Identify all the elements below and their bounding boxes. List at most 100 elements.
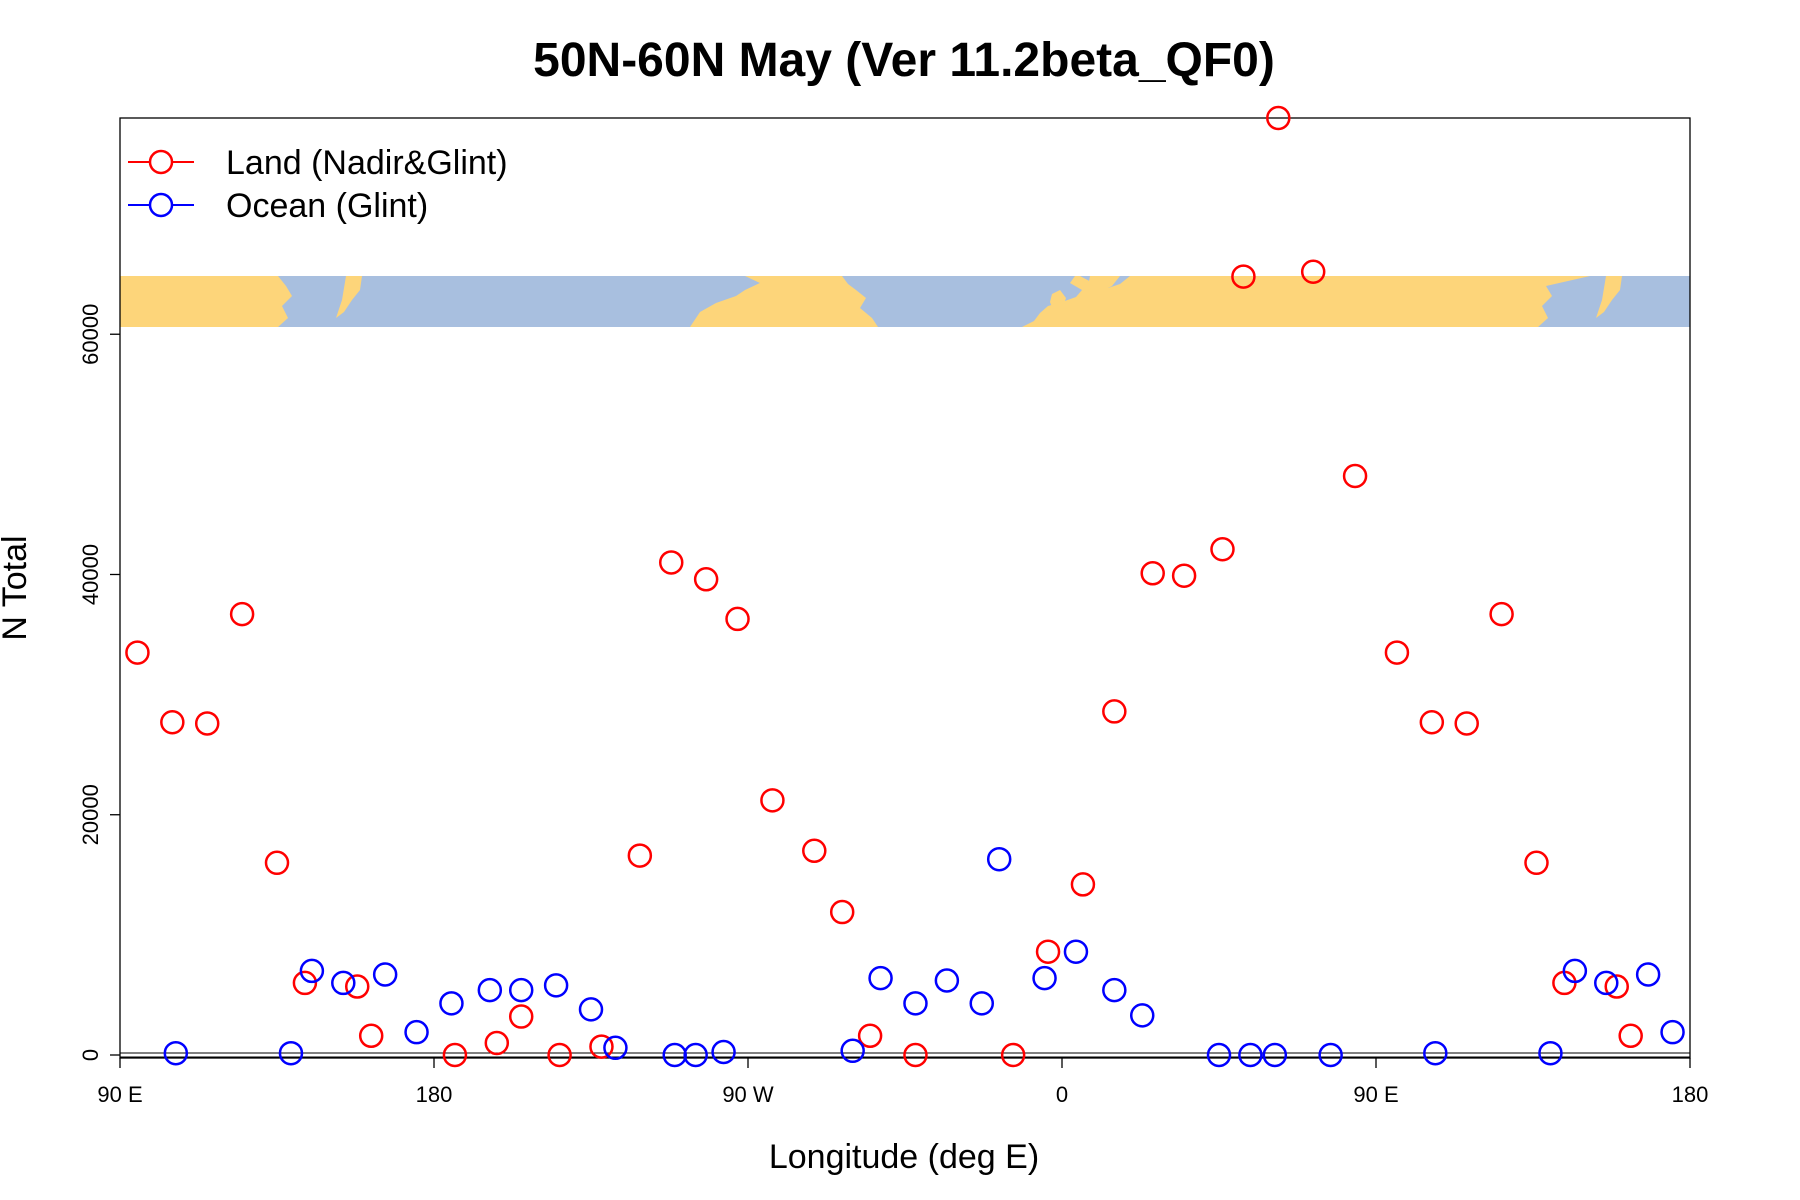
legend-item-land: Land (Nadir&Glint)	[128, 144, 508, 182]
ocean-point	[404, 1019, 429, 1045]
data-points	[125, 105, 1685, 1068]
land-point	[857, 1023, 883, 1049]
ocean-point	[662, 1042, 687, 1068]
ocean-point	[868, 965, 893, 991]
ocean-point	[1423, 1040, 1448, 1066]
land-point	[1604, 974, 1629, 999]
ocean-point	[683, 1042, 708, 1068]
land-point	[442, 1042, 468, 1068]
land-point	[802, 838, 827, 864]
land-point	[484, 1030, 510, 1056]
x-tick-label: 90 E	[97, 1082, 142, 1107]
ocean-point	[477, 977, 503, 1003]
chart-title: 50N-60N May (Ver 11.2beta_QF0)	[533, 34, 1275, 87]
land-point	[760, 788, 785, 813]
land-point	[547, 1042, 572, 1068]
axes	[119, 117, 1691, 1059]
land-point	[1266, 105, 1291, 131]
map-ocean-pacific	[278, 276, 760, 327]
ocean-point	[711, 1039, 736, 1065]
map-land-scandinavia	[1086, 276, 1120, 300]
land-point	[1000, 1042, 1026, 1068]
legend-ocean-label: Ocean (Glint)	[226, 187, 428, 225]
land-point	[125, 640, 150, 665]
ocean-point	[1129, 1003, 1155, 1028]
plot-frame	[119, 117, 1691, 1059]
x-axis-ticks: 90 E 180 90 W 0 90 E 180	[97, 1058, 1708, 1107]
x-tick-label: 0	[1056, 1082, 1068, 1107]
land-point	[1070, 872, 1096, 897]
legend: Land (Nadir&Glint) Ocean (Glint)	[128, 144, 508, 225]
ocean-point	[439, 991, 464, 1016]
ocean-point	[1262, 1042, 1288, 1068]
land-point	[1140, 561, 1165, 586]
ocean-point	[1206, 1042, 1232, 1068]
x-tick-label: 180	[416, 1082, 453, 1107]
x-axis-label: Longitude (deg E)	[769, 1138, 1039, 1176]
ocean-point	[1102, 977, 1127, 1003]
ocean-point	[934, 968, 960, 993]
ocean-point	[372, 962, 398, 987]
map-land-alaska	[690, 283, 760, 327]
legend-land-label: Land (Nadir&Glint)	[226, 144, 508, 182]
ocean-point	[578, 997, 604, 1022]
legend-ocean-marker	[148, 192, 174, 218]
land-point	[693, 567, 719, 592]
y-axis-label: N Total	[0, 535, 34, 640]
y-tick-label: 60000	[78, 304, 103, 365]
land-point	[829, 899, 855, 925]
land-point	[1384, 640, 1410, 665]
ocean-point	[1562, 958, 1588, 984]
ocean-point	[331, 970, 356, 996]
land-point	[1524, 850, 1549, 876]
ocean-point	[1063, 939, 1089, 964]
legend-item-ocean: Ocean (Glint)	[128, 187, 428, 225]
land-point	[292, 970, 318, 996]
land-point	[1171, 563, 1197, 588]
ocean-point	[1635, 962, 1661, 987]
ocean-point	[840, 1038, 865, 1064]
y-tick-label: 40000	[78, 544, 103, 605]
land-point	[508, 1004, 534, 1029]
land-point	[903, 1042, 928, 1068]
land-point	[658, 550, 684, 575]
series-ocean	[163, 846, 1685, 1068]
ocean-point	[299, 958, 325, 984]
world-map-strip	[120, 276, 1690, 327]
x-tick-label: 180	[1672, 1082, 1709, 1107]
ocean-point	[969, 991, 995, 1016]
y-tick-label: 0	[78, 1049, 103, 1061]
land-point	[1454, 711, 1479, 736]
y-tick-label: 20000	[78, 784, 103, 845]
x-tick-label: 90 W	[722, 1082, 774, 1107]
ocean-point	[543, 973, 569, 998]
land-point	[1035, 939, 1061, 964]
map-land-kamchatka-2	[1596, 276, 1622, 318]
legend-land-marker	[148, 149, 174, 175]
land-point	[1342, 463, 1368, 489]
map-land-british-isles	[1050, 290, 1066, 312]
land-point	[1489, 601, 1514, 627]
ocean-point	[1538, 1040, 1563, 1066]
land-point	[1210, 537, 1235, 562]
land-point	[160, 709, 185, 735]
land-point	[358, 1023, 384, 1049]
ocean-point	[1032, 965, 1057, 991]
land-point	[194, 711, 220, 736]
x-tick-label: 90 E	[1353, 1082, 1398, 1107]
y-axis-ticks: 0 20000 40000 60000	[78, 304, 120, 1061]
ocean-point	[903, 991, 928, 1016]
land-point	[229, 601, 255, 627]
land-point	[344, 974, 370, 999]
land-point	[1231, 264, 1256, 289]
ocean-point	[1318, 1042, 1343, 1068]
ocean-point	[508, 977, 534, 1003]
ocean-point	[163, 1040, 189, 1066]
ocean-point	[986, 846, 1012, 872]
ocean-point	[278, 1040, 304, 1066]
ocean-point	[1238, 1042, 1263, 1068]
map-ocean-atlantic	[842, 276, 1082, 327]
series-land	[125, 105, 1643, 1068]
land-point	[1419, 709, 1445, 735]
